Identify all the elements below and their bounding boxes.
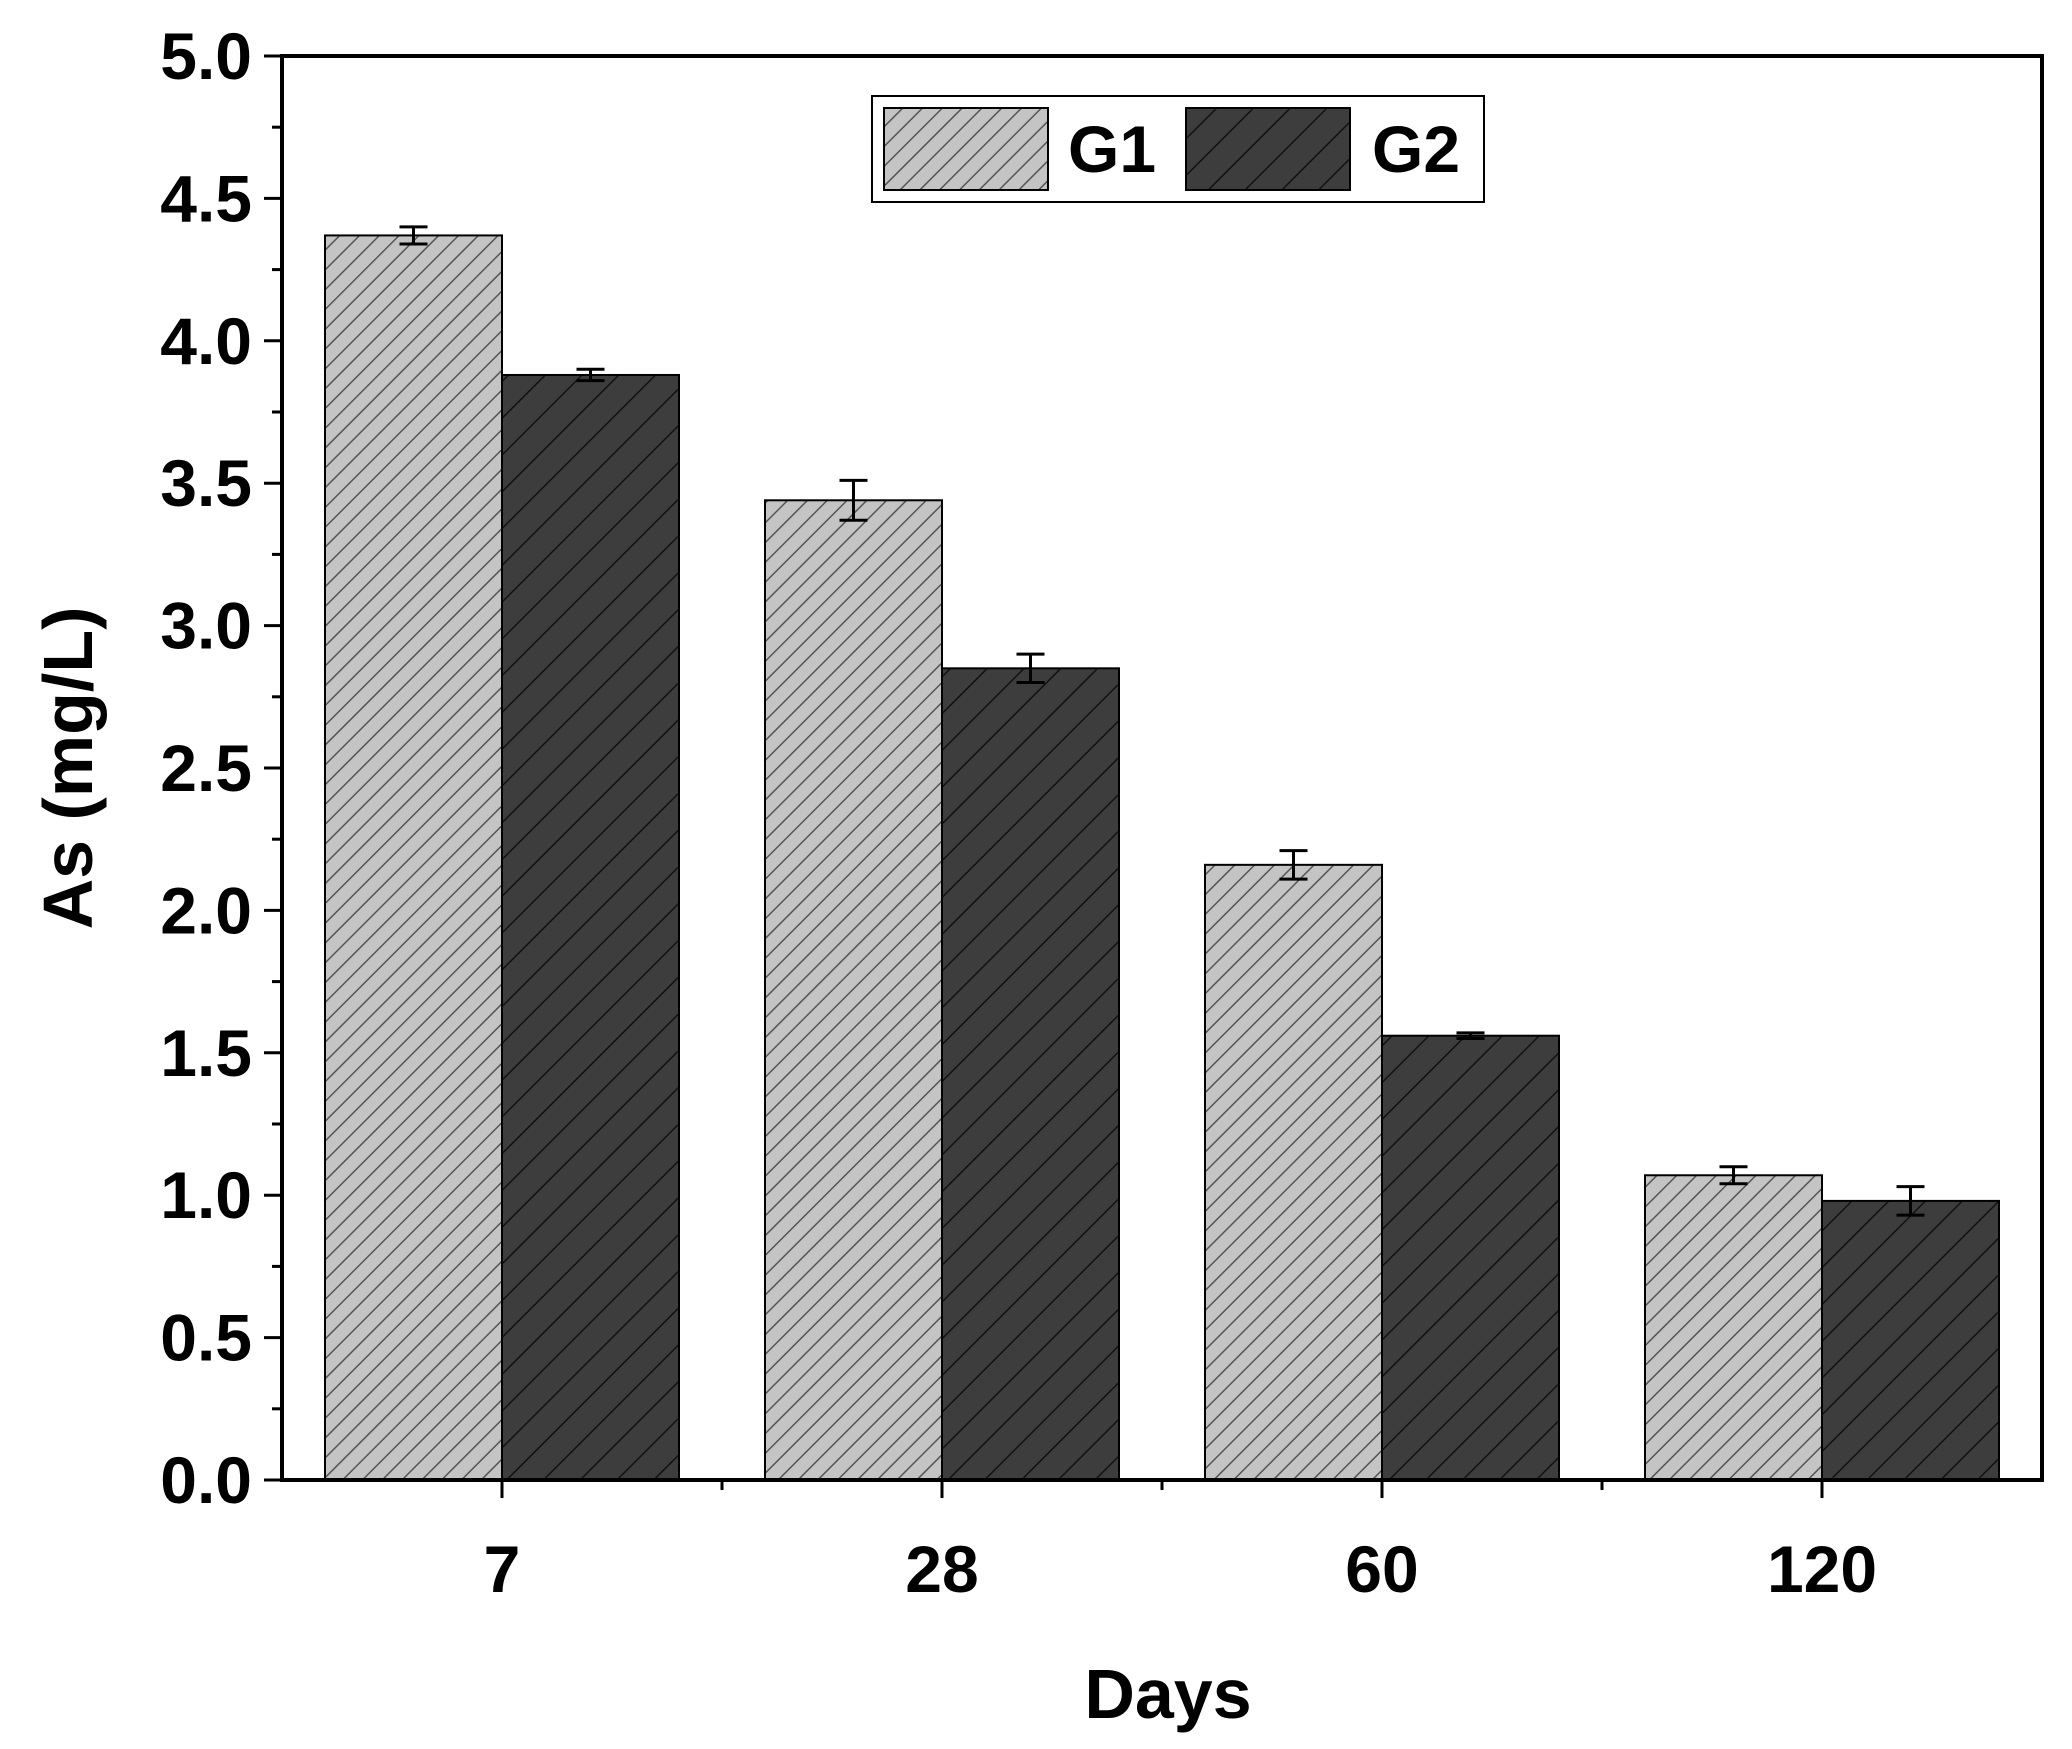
x-tick-label: 7 <box>484 1532 521 1606</box>
y-tick-label: 0.0 <box>160 1443 252 1517</box>
bar-g2-60 <box>1381 1034 1560 1482</box>
error-bar-g1-60 <box>1279 849 1308 881</box>
error-bar-g2-60 <box>1456 1031 1485 1041</box>
legend-label-g2: G2 <box>1372 112 1460 186</box>
bar-g1-60 <box>1204 863 1383 1481</box>
y-tick-label: 4.5 <box>160 161 252 235</box>
y-tick-label: 2.0 <box>160 873 252 947</box>
y-tick-label: 5.0 <box>160 19 252 93</box>
y-tick-label: 3.0 <box>160 589 252 663</box>
bar-g1-28 <box>764 499 943 1481</box>
error-bar-g1-120 <box>1719 1165 1748 1186</box>
error-bar-g1-28 <box>839 478 868 522</box>
bar-g2-7 <box>501 373 680 1482</box>
error-bars <box>399 225 1925 1217</box>
legend-swatch-g1 <box>883 107 1049 191</box>
x-tick-label: 120 <box>1767 1532 1877 1606</box>
x-axis: 7 28 60 120 <box>484 1480 1877 1606</box>
y-tick-label: 1.5 <box>160 1016 252 1090</box>
x-axis-title: Days <box>1084 1655 1251 1733</box>
y-tick-label: 0.5 <box>160 1301 252 1375</box>
legend-swatch-g2 <box>1185 107 1351 191</box>
bar-g2-28 <box>941 667 1120 1481</box>
y-tick-label: 4.0 <box>160 304 252 378</box>
bar-g1-120 <box>1644 1174 1823 1482</box>
bar-g1-7 <box>324 234 503 1482</box>
error-bar-g2-28 <box>1016 652 1045 685</box>
x-tick-label: 60 <box>1345 1532 1418 1606</box>
y-tick-label: 3.5 <box>160 446 252 520</box>
error-bar-g2-7 <box>576 367 605 383</box>
bar-g2-120 <box>1821 1199 2000 1481</box>
legend: G1 G2 <box>871 95 1485 203</box>
y-axis-title: As (mg/L) <box>29 607 107 930</box>
error-bar-g1-7 <box>399 225 428 246</box>
bars <box>324 234 2000 1482</box>
y-axis: 0.0 0.5 1.0 1.5 2.0 2.5 3.0 3.5 4.0 4.5 5.0 <box>160 19 282 1517</box>
x-tick-label: 28 <box>905 1532 978 1606</box>
error-bar-g2-120 <box>1896 1185 1925 1217</box>
y-tick-label: 2.5 <box>160 731 252 805</box>
y-tick-label: 1.0 <box>160 1158 252 1232</box>
legend-label-g1: G1 <box>1068 112 1156 186</box>
